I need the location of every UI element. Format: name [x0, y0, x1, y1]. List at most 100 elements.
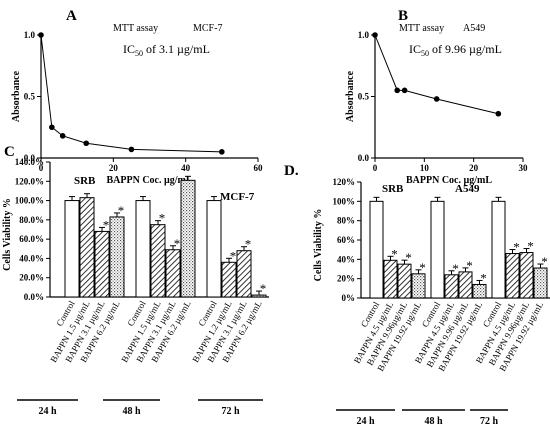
cell-line-label: MCF-7	[220, 191, 255, 203]
bar	[533, 267, 548, 299]
data-point	[49, 124, 55, 131]
bar	[180, 179, 196, 298]
bar	[491, 200, 506, 299]
panel-letter: D.	[284, 163, 299, 179]
bar	[430, 200, 445, 299]
significance-star: *	[405, 250, 412, 265]
time-label: 24 h	[356, 416, 375, 427]
bar	[150, 224, 166, 298]
time-label: 72 h	[221, 406, 240, 417]
data-point	[394, 87, 401, 94]
y-tick-label: 80.0%	[19, 215, 44, 225]
y-tick-label: 20.0%	[19, 273, 44, 283]
data-point	[83, 140, 90, 147]
bar	[444, 274, 459, 299]
y-tick-label: 0.5	[24, 92, 36, 102]
significance-star: *	[260, 281, 267, 296]
bar	[383, 259, 398, 299]
bar	[505, 253, 520, 299]
bar	[109, 216, 125, 298]
data-point	[433, 96, 440, 102]
significance-star: *	[103, 217, 110, 232]
cell-line-label: MCF-7	[193, 23, 222, 34]
series-line	[40, 34, 222, 153]
y-tick-label: 120.0%	[15, 176, 44, 186]
data-point	[219, 149, 225, 155]
y-tick-label: 0.0	[24, 153, 36, 163]
y-tick-label: 0%	[342, 293, 356, 303]
y-axis-label: Cells Viability %	[313, 209, 324, 282]
ic50-value: of 9.96 µg/mL	[429, 42, 502, 56]
significance-star: *	[174, 236, 181, 251]
x-axis-label: BAPPN Coc. µg/mL	[406, 175, 492, 186]
panel-letter: A	[66, 8, 77, 24]
assay-label: SRB	[74, 175, 96, 187]
x-tick-label: 20	[469, 163, 479, 173]
significance-star: *	[230, 248, 237, 263]
ic50-subscript: 50	[135, 49, 143, 58]
cell-line-label: A549	[455, 183, 480, 195]
bar	[135, 200, 151, 298]
bar	[458, 271, 473, 299]
x-axis-label: BAPPN Coc. µg/mL	[106, 175, 192, 186]
time-label: 24 h	[38, 406, 57, 417]
y-axis-label: Absorbance	[11, 70, 22, 122]
data-point	[495, 110, 502, 117]
y-tick-label: 20%	[337, 274, 355, 284]
time-label: 48 h	[424, 416, 443, 427]
y-tick-label: 0.5	[358, 92, 370, 102]
significance-star: *	[466, 258, 473, 273]
y-tick-label: 100%	[333, 196, 356, 206]
bar	[165, 249, 181, 298]
bar	[221, 261, 237, 298]
ic50-subscript: 50	[421, 49, 429, 58]
significance-star: *	[541, 254, 548, 269]
ic50-prefix: IC	[123, 42, 135, 56]
bar	[236, 250, 252, 298]
x-tick-label: 60	[254, 163, 264, 173]
ic50-label: IC50 of 9.96 µg/mL	[409, 42, 502, 58]
bar	[206, 200, 222, 298]
bar	[397, 263, 412, 299]
y-tick-label: 60.0%	[19, 234, 44, 244]
panels-layer: A 0.0 0.5 1.0 0 20 40 60 BAPPN Coc. µg/mL Absorba…	[2, 8, 550, 427]
bar	[472, 283, 487, 299]
x-tick-label: 10	[420, 163, 430, 173]
cell-line-label: A549	[463, 23, 485, 34]
data-point	[38, 32, 44, 38]
significance-star: *	[480, 270, 487, 285]
y-tick-label: 140.0%	[15, 157, 44, 167]
assay-label: MTT assay	[113, 23, 158, 34]
data-point	[59, 133, 66, 139]
data-point	[372, 32, 378, 38]
bar	[79, 197, 95, 298]
bar	[64, 200, 80, 298]
ic50-label: IC50 of 3.1 µg/mL	[123, 42, 210, 58]
y-tick-label: 100.0%	[15, 196, 44, 206]
ic50-prefix: IC	[409, 42, 421, 56]
y-axis-label: Cells Viability %	[2, 198, 13, 271]
assay-label: MTT assay	[399, 23, 444, 34]
significance-star: *	[419, 260, 426, 275]
bar	[411, 273, 426, 299]
significance-star: *	[159, 211, 166, 226]
bar	[369, 200, 384, 299]
y-tick-label: 40.0%	[19, 253, 44, 263]
significance-star: *	[513, 240, 520, 255]
panel-letter: C	[4, 144, 15, 160]
y-tick-label: 0.0	[358, 153, 370, 163]
significance-star: *	[527, 239, 534, 254]
x-tick-label: 30	[519, 163, 529, 173]
y-tick-label: 40%	[337, 254, 355, 264]
significance-star: *	[118, 203, 125, 218]
x-tick-label: 20	[109, 163, 119, 173]
data-point	[401, 87, 408, 94]
y-axis-label: Absorbance	[345, 70, 356, 122]
ic50-value: of 3.1 µg/mL	[143, 42, 210, 56]
y-tick-label: 0.0%	[24, 292, 44, 302]
y-tick-label: 1.0	[358, 30, 370, 40]
x-tick-label: 0	[373, 163, 378, 173]
assay-label: SRB	[382, 183, 404, 195]
bar	[94, 230, 110, 298]
